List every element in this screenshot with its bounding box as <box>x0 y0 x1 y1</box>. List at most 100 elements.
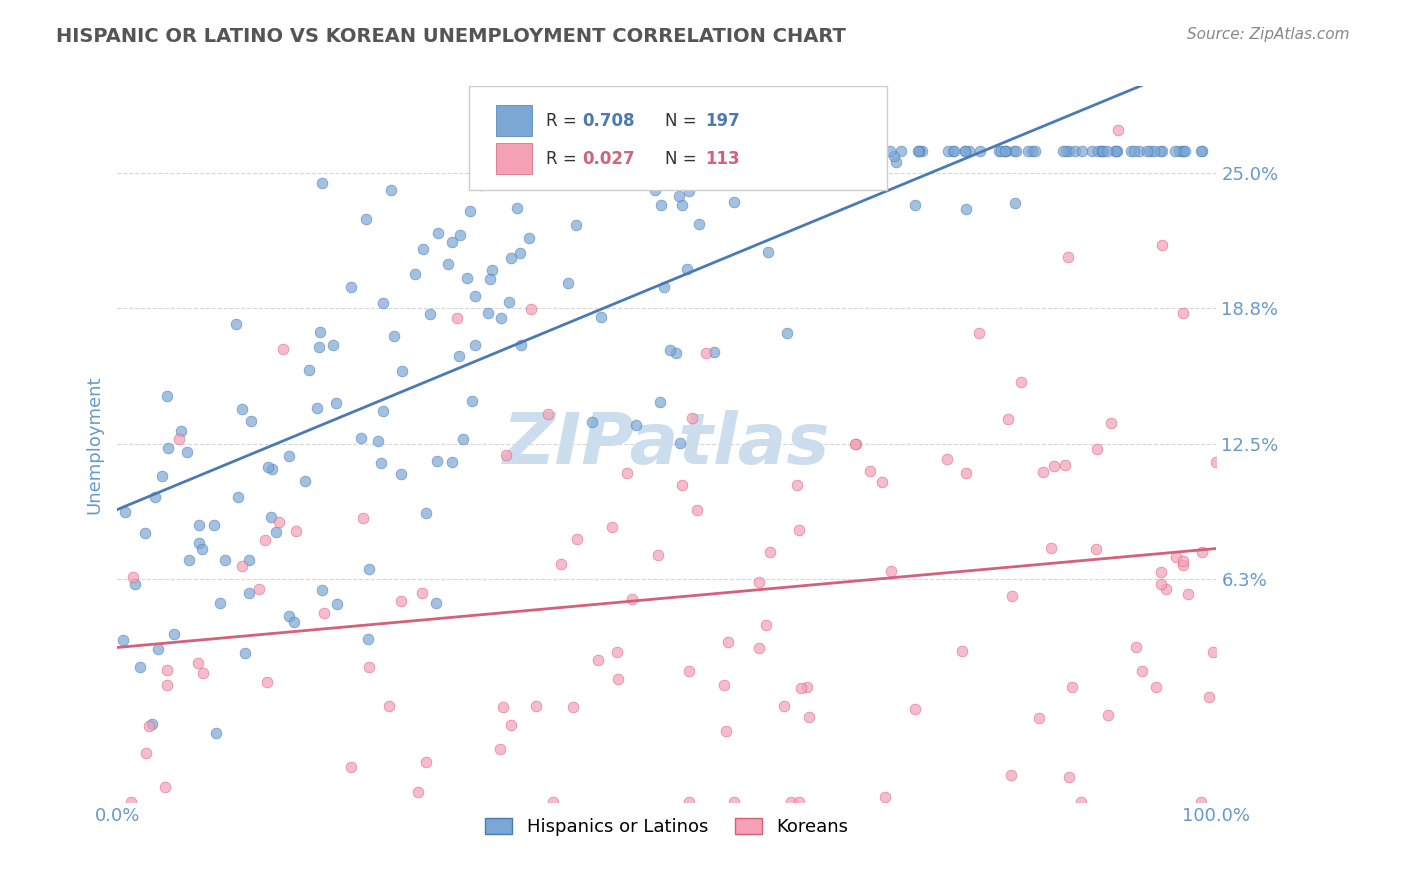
Point <box>495 448 517 462</box>
Point <box>683 169 706 184</box>
Point <box>253 533 276 547</box>
Point <box>648 395 671 409</box>
Point <box>699 145 721 159</box>
Point <box>477 306 499 320</box>
Point <box>308 340 330 354</box>
Point <box>458 204 481 219</box>
Text: R =: R = <box>546 150 582 168</box>
Point <box>156 678 179 692</box>
Point <box>1081 145 1104 159</box>
Point <box>1010 375 1032 389</box>
Point <box>707 145 730 159</box>
Point <box>907 145 929 159</box>
Point <box>1164 549 1187 564</box>
Point <box>187 656 209 670</box>
Point <box>873 790 896 805</box>
Point <box>371 404 394 418</box>
Point <box>267 515 290 529</box>
Point <box>676 262 699 277</box>
Point <box>425 596 447 610</box>
Point <box>447 349 470 363</box>
Point <box>602 520 624 534</box>
Point <box>1028 711 1050 725</box>
Point <box>858 170 880 185</box>
Point <box>283 615 305 629</box>
Point <box>415 756 437 770</box>
Point <box>128 659 150 673</box>
Point <box>350 431 373 445</box>
Point <box>797 710 820 724</box>
Point <box>284 524 307 538</box>
Point <box>440 455 463 469</box>
Point <box>1090 145 1112 159</box>
Point <box>177 553 200 567</box>
Point <box>796 680 818 694</box>
Text: ZIPatlas: ZIPatlas <box>503 409 831 479</box>
Point <box>419 307 441 321</box>
Point <box>1128 145 1150 159</box>
Point <box>112 632 135 647</box>
Point <box>763 145 786 159</box>
Point <box>322 338 344 352</box>
Point <box>437 257 460 271</box>
Point <box>607 672 630 686</box>
Point <box>167 432 190 446</box>
Point <box>406 784 429 798</box>
Point <box>138 718 160 732</box>
Point <box>426 454 449 468</box>
Point <box>205 725 228 739</box>
Point <box>1154 582 1177 596</box>
Point <box>208 596 231 610</box>
Point <box>955 202 977 216</box>
Point <box>411 586 433 600</box>
Point <box>952 644 974 658</box>
Text: 197: 197 <box>706 112 740 129</box>
Point <box>652 279 675 293</box>
Point <box>790 681 813 695</box>
Point <box>576 145 599 159</box>
Point <box>1152 145 1174 159</box>
Point <box>464 338 486 352</box>
Point <box>489 742 512 756</box>
Point <box>606 645 628 659</box>
FancyBboxPatch shape <box>496 143 531 175</box>
Point <box>665 345 688 359</box>
Point <box>801 174 824 188</box>
Point <box>531 145 554 159</box>
Point <box>120 795 142 809</box>
Point <box>1104 145 1126 159</box>
Point <box>806 145 828 159</box>
Point <box>575 145 598 159</box>
Point <box>541 795 564 809</box>
Point <box>908 145 931 159</box>
Point <box>238 553 260 567</box>
Point <box>911 145 934 159</box>
Point <box>1136 145 1159 159</box>
Point <box>1189 145 1212 159</box>
Legend: Hispanics or Latinos, Koreans: Hispanics or Latinos, Koreans <box>478 811 856 843</box>
Point <box>1057 770 1080 784</box>
Point <box>650 198 672 212</box>
Point <box>163 626 186 640</box>
Point <box>247 582 270 596</box>
Point <box>464 288 486 302</box>
Point <box>141 717 163 731</box>
Point <box>994 145 1017 159</box>
Point <box>134 526 156 541</box>
Point <box>1059 145 1081 159</box>
Point <box>565 532 588 546</box>
Point <box>1056 250 1078 264</box>
Point <box>446 310 468 325</box>
Point <box>714 724 737 739</box>
Point <box>294 474 316 488</box>
Point <box>772 698 794 713</box>
Point <box>238 586 260 600</box>
Point <box>271 342 294 356</box>
Point <box>678 795 700 809</box>
Point <box>1070 145 1092 159</box>
Point <box>1150 238 1173 252</box>
Point <box>616 466 638 480</box>
Point <box>135 746 157 760</box>
Point <box>626 418 648 433</box>
Point <box>412 242 434 256</box>
